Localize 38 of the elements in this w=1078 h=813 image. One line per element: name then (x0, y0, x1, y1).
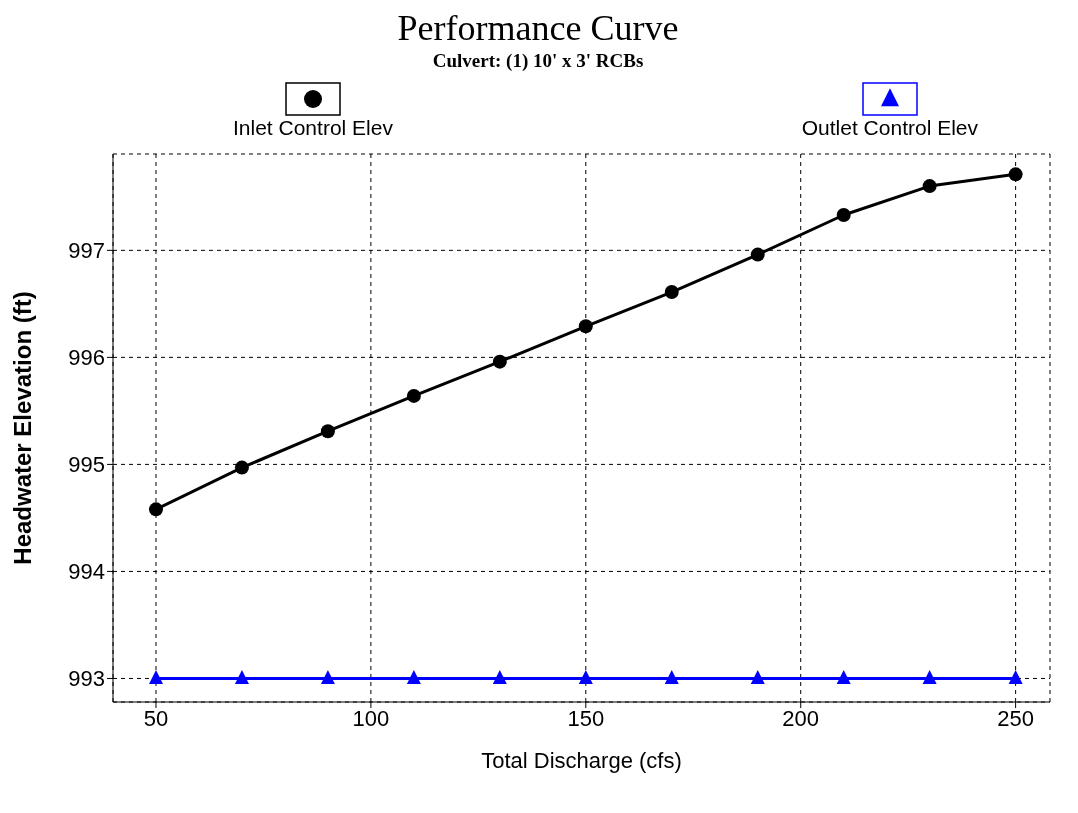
point (406, 670, 421, 685)
x-tick-label: 100 (352, 705, 390, 731)
point (750, 247, 765, 262)
point (750, 670, 765, 685)
point (578, 670, 593, 685)
point (922, 670, 937, 685)
chart-title: Performance Curve (396, 8, 680, 48)
point (492, 670, 507, 685)
y-tick-label: 994 (68, 559, 105, 585)
x-tick-label: 250 (997, 705, 1034, 731)
point (148, 502, 163, 517)
x-axis-title: Total Discharge (cfs) (481, 748, 682, 773)
x-tick-label: 150 (567, 705, 605, 731)
point (664, 285, 679, 300)
point (836, 670, 851, 685)
point (1008, 167, 1023, 182)
legend-label: Outlet Control Elev (801, 116, 978, 140)
y-axis-title: Headwater Elevation (ft) (8, 291, 36, 565)
y-tick-label: 995 (68, 452, 105, 478)
point (148, 670, 163, 685)
chart-subtitle: Culvert: (1) 10' x 3' RCBs (431, 49, 645, 73)
point (234, 670, 249, 685)
point (234, 460, 249, 475)
point (836, 208, 851, 223)
x-tick-label: 50 (143, 705, 169, 731)
point (922, 179, 937, 194)
point (492, 354, 507, 369)
y-tick-label: 996 (68, 345, 105, 371)
x-tick-label: 200 (782, 705, 820, 731)
point (320, 670, 335, 685)
point (1008, 670, 1023, 685)
y-tick-label: 997 (68, 238, 105, 264)
point (406, 388, 421, 403)
point (664, 670, 679, 685)
point (320, 424, 335, 439)
point (578, 319, 593, 334)
y-tick-label: 993 (68, 666, 105, 692)
legend-label: Inlet Control Elev (233, 116, 393, 140)
